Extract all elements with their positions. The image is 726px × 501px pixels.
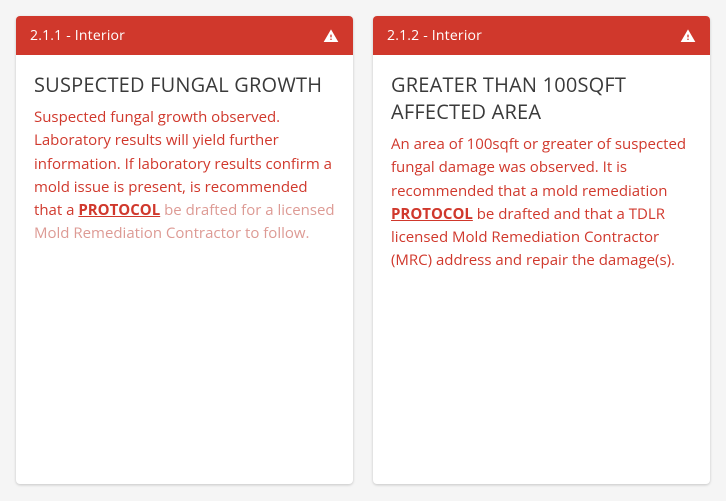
card-body: GREATER THAN 100SQFT AFFECTED AREA An ar… xyxy=(373,55,710,484)
warning-icon xyxy=(680,28,696,44)
card-description: An area of 100sqft or greater of suspect… xyxy=(391,133,692,273)
card-fungal-growth: 2.1.1 - Interior SUSPECTED FUNGAL GROWTH… xyxy=(16,16,353,484)
card-affected-area: 2.1.2 - Interior GREATER THAN 100SQFT AF… xyxy=(373,16,710,484)
cards-container: 2.1.1 - Interior SUSPECTED FUNGAL GROWTH… xyxy=(16,16,710,484)
protocol-link[interactable]: PROTOCOL xyxy=(391,204,473,224)
card-header-label: 2.1.2 - Interior xyxy=(387,26,482,45)
warning-icon xyxy=(323,28,339,44)
card-title: GREATER THAN 100SQFT AFFECTED AREA xyxy=(391,71,692,125)
card-header: 2.1.1 - Interior xyxy=(16,16,353,55)
card-description: Suspected fungal growth observed. Labora… xyxy=(34,106,335,246)
protocol-link[interactable]: PROTOCOL xyxy=(78,200,160,220)
card-header-label: 2.1.1 - Interior xyxy=(30,26,125,45)
card-body: SUSPECTED FUNGAL GROWTH Suspected fungal… xyxy=(16,55,353,484)
description-before: An area of 100sqft or greater of suspect… xyxy=(391,134,686,201)
card-header: 2.1.2 - Interior xyxy=(373,16,710,55)
card-title: SUSPECTED FUNGAL GROWTH xyxy=(34,71,335,98)
